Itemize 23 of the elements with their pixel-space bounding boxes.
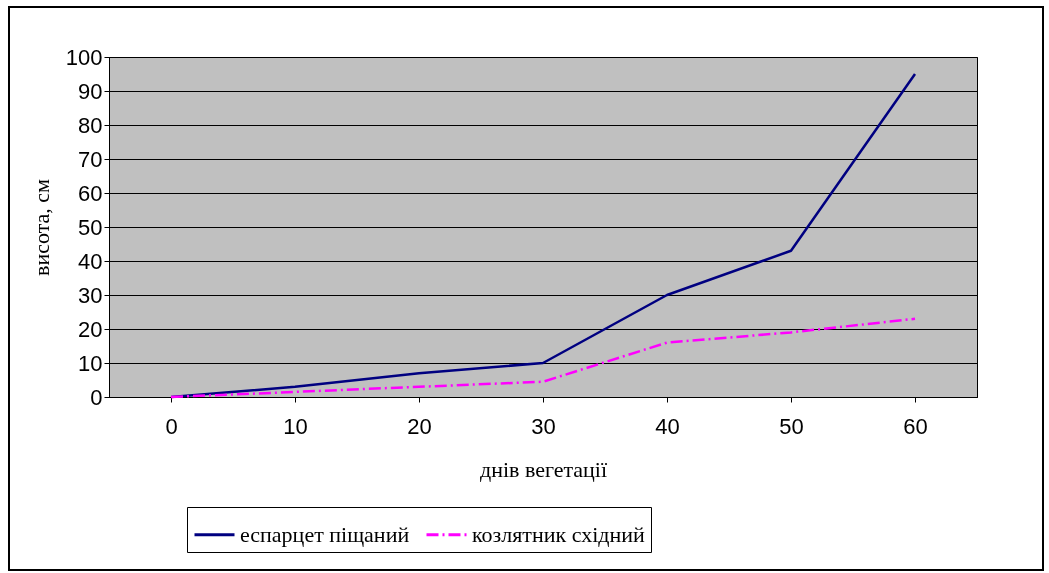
line-series [169, 317, 917, 399]
x-tick-label: 60 [903, 413, 928, 439]
y-tick-label: 100 [65, 44, 103, 70]
x-tick-label: 0 [165, 413, 178, 439]
x-axis-title: днів вегетації [479, 456, 608, 482]
y-tick-label: 0 [90, 384, 103, 410]
x-tick-label: 10 [283, 413, 308, 439]
y-tick-label: 70 [78, 146, 103, 172]
y-tick-label: 30 [78, 282, 103, 308]
y-tick-label: 90 [78, 78, 103, 104]
y-tick-label: 60 [78, 180, 103, 206]
y-tick-label: 40 [78, 248, 103, 274]
x-tick-label: 30 [531, 413, 556, 439]
y-tick-label: 50 [78, 214, 103, 240]
x-tick-label: 20 [407, 413, 432, 439]
y-tick-label: 10 [78, 350, 103, 376]
legend-label: еспарцет піщаний [240, 521, 410, 547]
y-tick-label: 20 [78, 316, 103, 342]
legend-label: козлятник східний [472, 521, 646, 547]
x-tick-label: 50 [779, 413, 804, 439]
y-tick-label: 80 [78, 112, 103, 138]
y-axis-title: висота, см [28, 178, 54, 276]
x-tick-label: 40 [655, 413, 680, 439]
